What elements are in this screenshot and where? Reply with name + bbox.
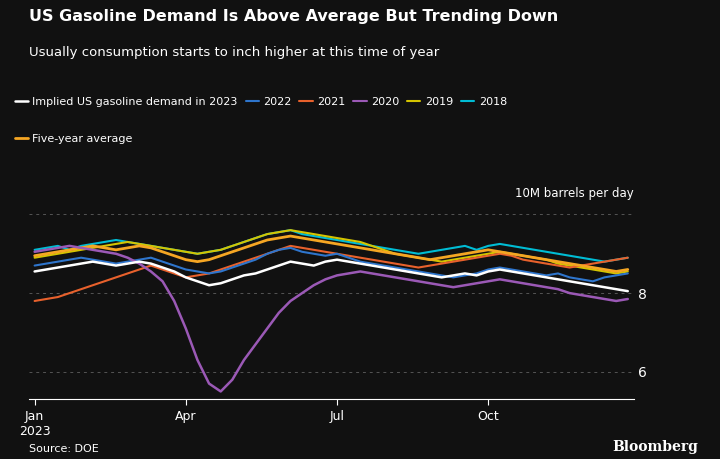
Text: US Gasoline Demand Is Above Average But Trending Down: US Gasoline Demand Is Above Average But …: [29, 9, 558, 24]
Text: Source: DOE: Source: DOE: [29, 444, 99, 454]
Legend: Five-year average: Five-year average: [10, 129, 138, 148]
Text: Bloomberg: Bloomberg: [613, 440, 698, 454]
Text: Usually consumption starts to inch higher at this time of year: Usually consumption starts to inch highe…: [29, 46, 439, 59]
Text: 10M barrels per day: 10M barrels per day: [515, 187, 634, 200]
